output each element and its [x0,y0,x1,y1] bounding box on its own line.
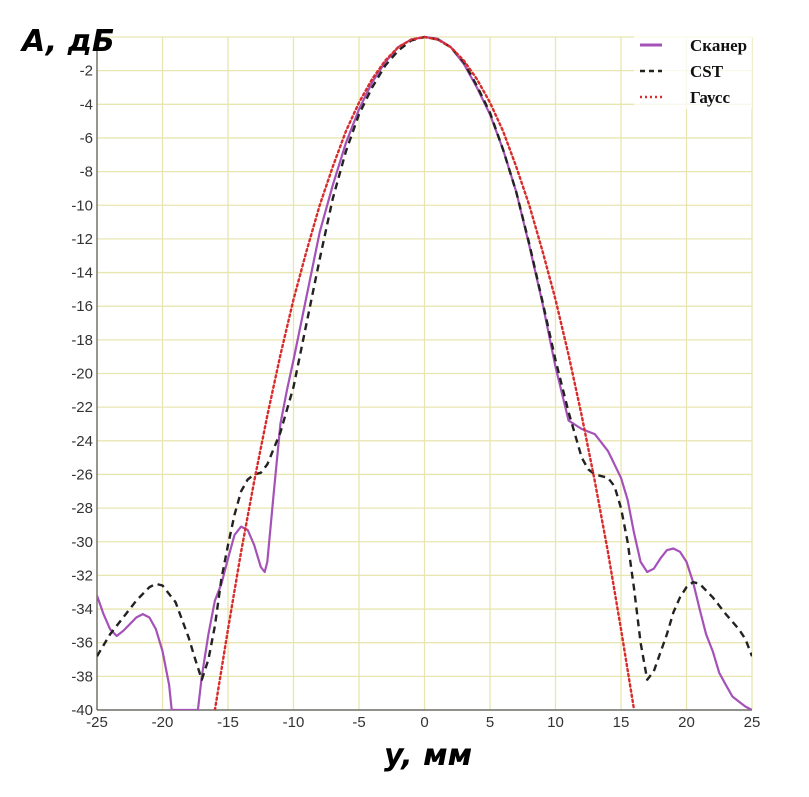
y-tick-label: -16 [71,298,93,315]
y-tick-label: -38 [71,668,93,685]
x-tick-label: 15 [613,714,630,731]
y-tick-label: -14 [71,265,93,282]
x-tick-label: 5 [486,714,494,731]
y-tick-label: -12 [71,231,93,248]
y-tick-label: -28 [71,500,93,517]
y-tick-label: -36 [71,635,93,652]
y-tick-label: -40 [71,702,93,719]
x-tick-label: 20 [678,714,695,731]
y-tick-label: -10 [71,197,93,214]
y-tick-label: -22 [71,399,93,416]
series-lines [97,35,752,710]
x-tick-labels: -25 -20 -15 -10 -5 0 5 10 15 20 25 [86,714,760,731]
x-axis-label: y, мм [384,738,473,773]
x-tick-label: -15 [217,714,239,731]
series-line-Гаусс [213,35,636,710]
y-axis-label: A, дБ [22,24,115,59]
x-tick-label: -10 [283,714,305,731]
y-tick-label: -4 [80,96,93,113]
y-tick-label: -6 [80,130,93,147]
y-tick-label: -30 [71,534,93,551]
legend: Сканер CST Гаусс [634,31,752,109]
x-tick-label: 10 [547,714,564,731]
y-tick-label: -18 [71,332,93,349]
y-tick-label: -2 [80,63,93,80]
legend-label: Сканер [690,36,747,55]
y-tick-label: -8 [80,164,93,181]
legend-label: Гаусс [690,88,730,107]
legend-label: CST [690,62,724,81]
y-tick-label: -20 [71,366,93,383]
y-tick-labels: -2 -4 -6 -8 -10 -12 -14 -16 -18 -20 -22 -24 -26 -28 -3… [71,63,93,719]
grid [96,36,753,711]
x-tick-label: -5 [352,714,365,731]
y-tick-label: -34 [71,601,93,618]
x-tick-label: -25 [86,714,108,731]
x-tick-label: -20 [152,714,174,731]
y-tick-label: -32 [71,567,93,584]
x-tick-label: 25 [744,714,761,731]
x-tick-label: 0 [420,714,428,731]
y-tick-label: -24 [71,433,93,450]
y-tick-label: -26 [71,466,93,483]
